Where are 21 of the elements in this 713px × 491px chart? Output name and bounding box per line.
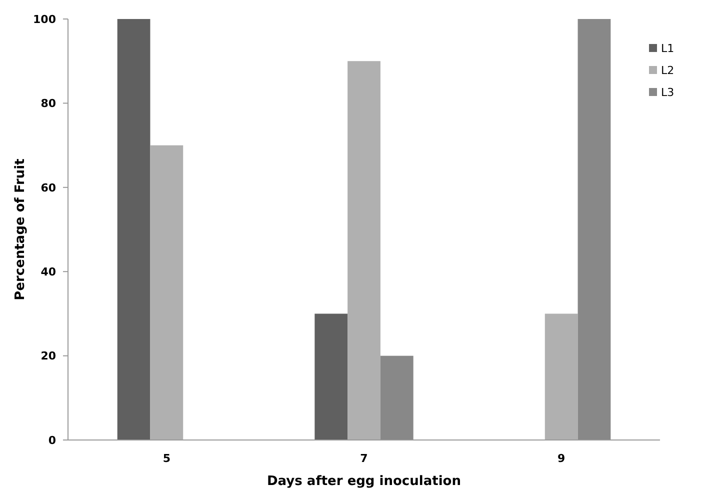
x-tick-label: 9 <box>558 452 566 465</box>
bar <box>117 19 150 440</box>
y-axis-title: Percentage of Fruit <box>13 158 28 300</box>
y-tick-label: 80 <box>40 97 56 110</box>
bar <box>380 356 414 440</box>
bar <box>578 19 611 440</box>
bar <box>544 314 578 440</box>
y-tick-label: 60 <box>40 181 56 194</box>
x-axis-title: Days after egg inoculation <box>267 474 461 489</box>
y-tick-label: 40 <box>40 265 56 278</box>
y-tick-label: 20 <box>40 350 56 363</box>
legend-label: L2 <box>661 64 674 77</box>
y-tick-label: 0 <box>48 434 56 447</box>
bar <box>314 314 348 440</box>
x-tick-label: 5 <box>162 452 170 465</box>
y-tick-label: 100 <box>33 12 56 26</box>
legend-label: L1 <box>661 42 674 55</box>
x-tick-label: 7 <box>360 452 368 465</box>
legend-label: L3 <box>661 86 674 99</box>
bar <box>348 61 380 440</box>
bar <box>150 145 184 440</box>
